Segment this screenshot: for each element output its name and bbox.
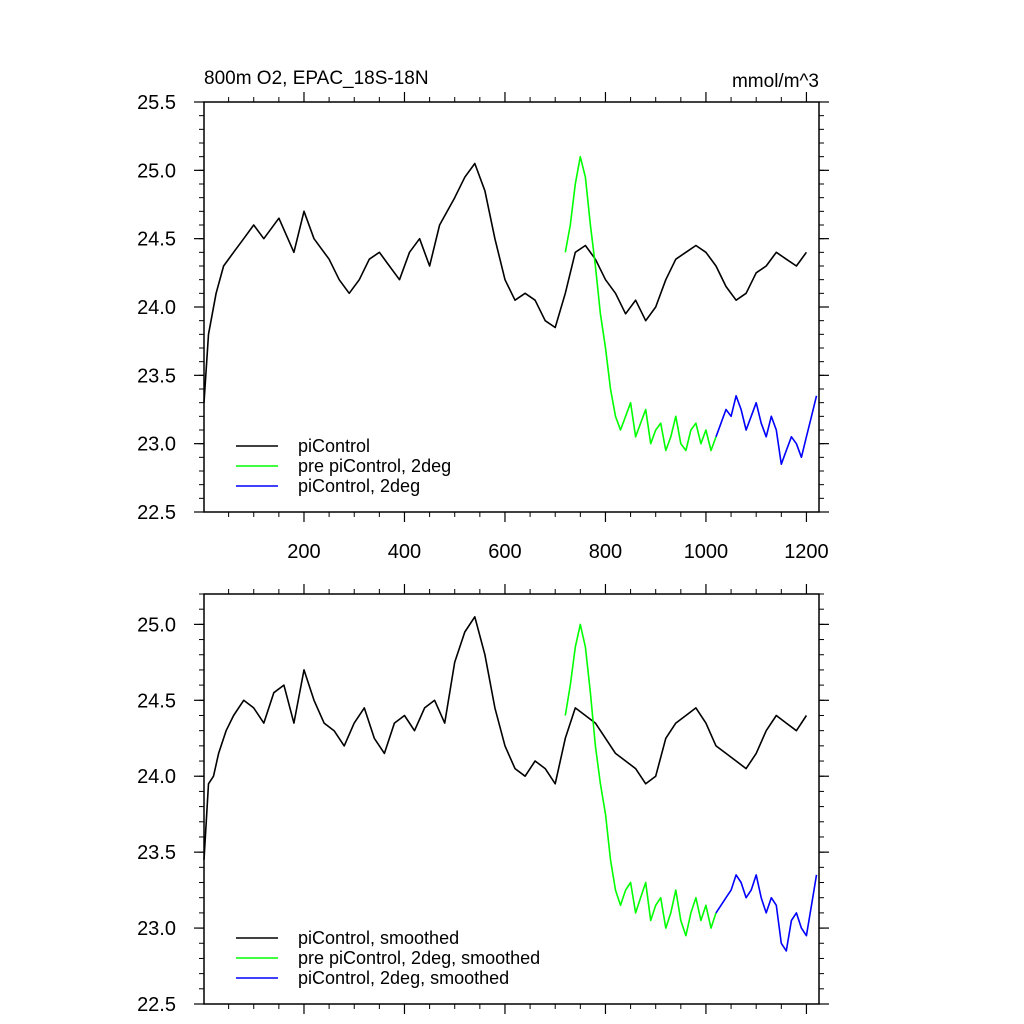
- top-y-tick-label: 24.0: [137, 297, 176, 319]
- top-x-tick-label: 200: [287, 541, 320, 563]
- bottom-legend-label-0: piControl, smoothed: [298, 928, 459, 948]
- top-x-tick-label: 400: [388, 541, 421, 563]
- top-x-tick-label: 1000: [684, 541, 729, 563]
- top-x-tick-label: 1200: [784, 541, 829, 563]
- top-legend-label-1: pre piControl, 2deg: [298, 456, 451, 476]
- top-series-line-2: [715, 394, 818, 466]
- bottom-y-tick-label: 22.5: [137, 994, 176, 1016]
- bottom-panel: 22.5 23.0 23.5 24.0 24.5 25.0 piControl, smoo…: [137, 584, 829, 1016]
- bottom-ticks: 22.5 23.0 23.5 24.0 24.5 25.0: [137, 584, 829, 1016]
- top-series-line-0: [203, 162, 808, 403]
- top-y-tick-label: 24.5: [137, 229, 176, 251]
- top-x-tick-label: 600: [488, 541, 521, 563]
- bottom-plot-frame: [203, 593, 820, 1005]
- bottom-y-tick-label: 25.0: [137, 614, 176, 636]
- bottom-legend-label-1: pre piControl, 2deg, smoothed: [298, 948, 540, 968]
- top-y-tick-label: 22.5: [137, 502, 176, 524]
- top-y-tick-label: 23.0: [137, 434, 176, 456]
- top-series-lines: [203, 155, 818, 466]
- top-plot-frame: [203, 101, 820, 513]
- top-legend-label-0: piControl: [298, 436, 370, 456]
- bottom-y-tick-label: 23.0: [137, 918, 176, 940]
- bottom-y-tick-label: 24.0: [137, 766, 176, 788]
- top-x-tick-label: 800: [589, 541, 622, 563]
- bottom-y-tick-label: 23.5: [137, 842, 176, 864]
- top-y-tick-label: 23.5: [137, 365, 176, 387]
- bottom-series-lines: [203, 615, 818, 952]
- top-chart-title: 800m O2, EPAC_18S-18N: [204, 68, 429, 89]
- top-series-line-1: [564, 155, 717, 452]
- top-chart-units: mmol/m^3: [732, 71, 819, 92]
- top-legend-label-2: piControl, 2deg: [298, 476, 420, 496]
- bottom-series-line-1: [564, 623, 717, 937]
- bottom-y-tick-label: 24.5: [137, 690, 176, 712]
- top-y-tick-label: 25.5: [137, 92, 176, 114]
- top-ticks: 22.5 23.0 23.5 24.0 24.5 25.0 25.5 200 400 600 800…: [137, 92, 829, 563]
- top-panel: 22.5 23.0 23.5 24.0 24.5 25.0 25.5 200 400 600 800…: [137, 68, 829, 563]
- bottom-legend-label-2: piControl, 2deg, smoothed: [298, 968, 509, 988]
- bottom-series-line-2: [715, 874, 818, 952]
- bottom-series-line-0: [203, 615, 808, 860]
- top-y-tick-label: 25.0: [137, 160, 176, 182]
